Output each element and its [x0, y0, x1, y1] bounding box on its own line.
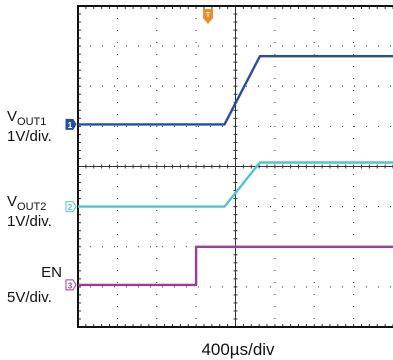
vout1-label: VOUT1: [7, 108, 46, 128]
trace-en: [78, 245, 393, 287]
vout1-scale: 1V/div.: [7, 128, 52, 145]
channel-marker-number: 3: [68, 281, 73, 290]
plot-frame: [77, 5, 393, 328]
vout2-scale: 1V/div.: [7, 213, 52, 230]
channel-marker-number: 2: [68, 203, 73, 212]
channel-labels: VOUT1 1V/div. VOUT2 1V/div. EN 5V/div.: [7, 108, 62, 306]
channel-marker-number: 1: [68, 121, 73, 130]
traces: [78, 55, 393, 287]
channel-markers: 1 2 3: [65, 118, 77, 291]
channel-marker-1: [65, 118, 77, 130]
grid: [77, 5, 393, 328]
channel-marker-3: [65, 279, 77, 291]
en-label: EN: [41, 264, 62, 281]
trigger-marker-text: T: [206, 12, 211, 19]
x-axis-label: 400µs/div: [201, 340, 275, 359]
trigger-marker-shape: [203, 9, 213, 24]
vout2-label: VOUT2: [7, 193, 46, 213]
trace-v-out2: [78, 161, 393, 208]
channel-marker-2: [65, 201, 77, 213]
trace-v-out1: [78, 55, 393, 126]
trigger-marker: T: [203, 9, 213, 24]
en-scale: 5V/div.: [7, 289, 52, 306]
